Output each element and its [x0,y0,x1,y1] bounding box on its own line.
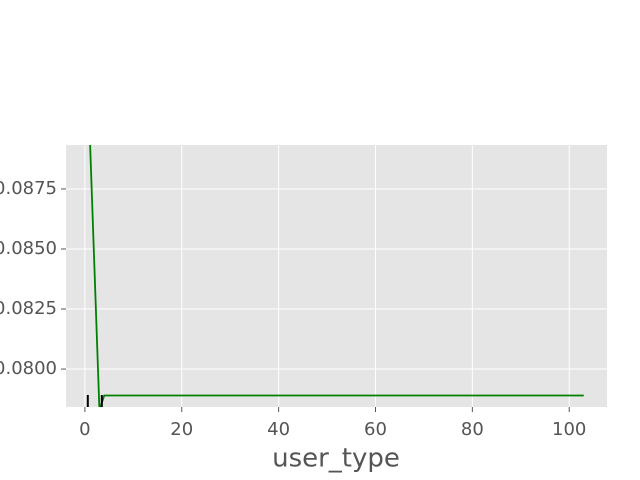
x-tick-label: 60 [364,419,387,440]
x-axis-label: user_type [272,444,400,474]
y-tick-label: 0.0875 [0,178,57,199]
grid [66,145,607,407]
x-tick-label: 100 [552,419,586,440]
x-tick-label: 40 [267,419,290,440]
axes: 0 20 40 60 80 100 0.0800 0.0825 0.0850 0.0875 [0,178,586,440]
x-tick-label: 0 [79,419,90,440]
x-tick-label: 20 [170,419,193,440]
plot-area [66,145,607,407]
y-tick-label: 0.0850 [0,238,57,259]
plot [86,145,584,407]
x-tick-label: 80 [461,419,484,440]
y-tick-label: 0.0800 [0,358,57,379]
y-tick-label: 0.0825 [0,298,57,319]
